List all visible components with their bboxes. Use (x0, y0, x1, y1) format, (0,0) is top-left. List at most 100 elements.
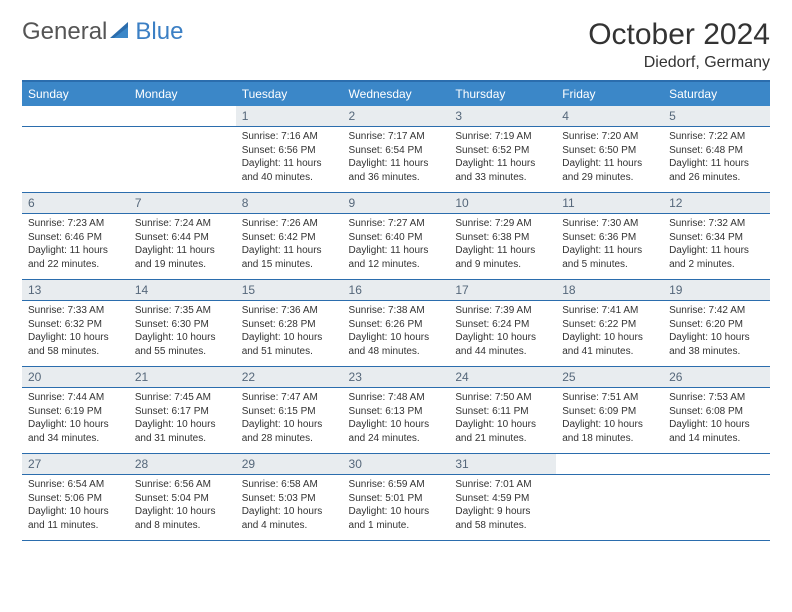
calendar-table: SundayMondayTuesdayWednesdayThursdayFrid… (22, 80, 770, 541)
day-line: Sunset: 6:34 PM (669, 231, 764, 245)
day-line: Daylight: 10 hours (349, 418, 444, 432)
day-content: Sunrise: 7:47 AMSunset: 6:15 PMDaylight:… (236, 388, 343, 453)
day-line: and 12 minutes. (349, 258, 444, 272)
daynum-row: 20212223242526 (22, 367, 770, 388)
day-line: Daylight: 10 hours (669, 418, 764, 432)
day-content: Sunrise: 7:19 AMSunset: 6:52 PMDaylight:… (449, 127, 556, 192)
day-line: Sunrise: 7:36 AM (242, 304, 337, 318)
day-content: Sunrise: 7:36 AMSunset: 6:28 PMDaylight:… (236, 301, 343, 366)
day-line: Daylight: 9 hours (455, 505, 550, 519)
day-number-cell: 13 (22, 280, 129, 301)
day-content: Sunrise: 7:42 AMSunset: 6:20 PMDaylight:… (663, 301, 770, 366)
day-line: and 33 minutes. (455, 171, 550, 185)
day-content: Sunrise: 7:33 AMSunset: 6:32 PMDaylight:… (22, 301, 129, 366)
day-line: Sunrise: 6:59 AM (349, 478, 444, 492)
day-line: and 8 minutes. (135, 519, 230, 533)
day-line: Sunrise: 7:45 AM (135, 391, 230, 405)
day-line: Sunset: 6:32 PM (28, 318, 123, 332)
day-line: Sunset: 6:40 PM (349, 231, 444, 245)
day-line: Sunset: 6:13 PM (349, 405, 444, 419)
day-number-cell: 9 (343, 193, 450, 214)
day-line: Daylight: 11 hours (242, 157, 337, 171)
day-number-cell: 8 (236, 193, 343, 214)
day-line: and 5 minutes. (562, 258, 657, 272)
day-line: Sunrise: 7:51 AM (562, 391, 657, 405)
day-content: Sunrise: 7:01 AMSunset: 4:59 PMDaylight:… (449, 475, 556, 540)
day-line: Daylight: 10 hours (669, 331, 764, 345)
day-content: Sunrise: 7:27 AMSunset: 6:40 PMDaylight:… (343, 214, 450, 279)
day-line: Daylight: 10 hours (455, 331, 550, 345)
day-content: Sunrise: 7:51 AMSunset: 6:09 PMDaylight:… (556, 388, 663, 453)
day-line: and 15 minutes. (242, 258, 337, 272)
day-line: Sunrise: 7:38 AM (349, 304, 444, 318)
day-content-cell: Sunrise: 7:22 AMSunset: 6:48 PMDaylight:… (663, 127, 770, 193)
day-line: Daylight: 11 hours (669, 244, 764, 258)
day-header: Thursday (449, 81, 556, 106)
day-line: Daylight: 10 hours (349, 505, 444, 519)
day-line: Sunset: 6:08 PM (669, 405, 764, 419)
day-line: Sunset: 6:52 PM (455, 144, 550, 158)
day-content-cell: Sunrise: 6:54 AMSunset: 5:06 PMDaylight:… (22, 475, 129, 541)
day-number: 10 (449, 193, 556, 213)
day-number: 13 (22, 280, 129, 300)
day-line: Sunrise: 7:01 AM (455, 478, 550, 492)
day-content-cell: Sunrise: 7:32 AMSunset: 6:34 PMDaylight:… (663, 214, 770, 280)
day-content-cell (663, 475, 770, 541)
day-line: Sunrise: 7:41 AM (562, 304, 657, 318)
title-block: October 2024 Diedorf, Germany (588, 18, 770, 72)
day-line: and 51 minutes. (242, 345, 337, 359)
day-line: and 48 minutes. (349, 345, 444, 359)
day-line: and 24 minutes. (349, 432, 444, 446)
day-line: Sunrise: 7:35 AM (135, 304, 230, 318)
day-line: Daylight: 10 hours (455, 418, 550, 432)
day-line: Daylight: 11 hours (455, 244, 550, 258)
day-line: Sunrise: 7:39 AM (455, 304, 550, 318)
day-line: Sunset: 6:20 PM (669, 318, 764, 332)
day-line: Sunrise: 6:54 AM (28, 478, 123, 492)
day-line: Sunrise: 7:48 AM (349, 391, 444, 405)
day-content-cell: Sunrise: 6:56 AMSunset: 5:04 PMDaylight:… (129, 475, 236, 541)
day-number: 25 (556, 367, 663, 387)
day-line: and 36 minutes. (349, 171, 444, 185)
day-line: Sunset: 6:56 PM (242, 144, 337, 158)
day-content: Sunrise: 7:38 AMSunset: 6:26 PMDaylight:… (343, 301, 450, 366)
day-number: 15 (236, 280, 343, 300)
day-content: Sunrise: 7:26 AMSunset: 6:42 PMDaylight:… (236, 214, 343, 279)
day-number-cell (663, 454, 770, 475)
day-line: and 31 minutes. (135, 432, 230, 446)
day-content: Sunrise: 7:29 AMSunset: 6:38 PMDaylight:… (449, 214, 556, 279)
day-number-cell: 5 (663, 106, 770, 127)
header: General Blue October 2024 Diedorf, Germa… (22, 18, 770, 72)
day-number-cell (129, 106, 236, 127)
day-content-cell: Sunrise: 7:16 AMSunset: 6:56 PMDaylight:… (236, 127, 343, 193)
day-number-cell: 12 (663, 193, 770, 214)
day-line: Daylight: 11 hours (28, 244, 123, 258)
day-number-cell: 28 (129, 454, 236, 475)
day-content-cell: Sunrise: 7:47 AMSunset: 6:15 PMDaylight:… (236, 388, 343, 454)
day-number-cell: 21 (129, 367, 236, 388)
day-line: Sunset: 5:04 PM (135, 492, 230, 506)
day-line: Sunrise: 7:30 AM (562, 217, 657, 231)
day-line: Daylight: 11 hours (242, 244, 337, 258)
day-line: Daylight: 11 hours (562, 244, 657, 258)
day-line: Sunrise: 6:56 AM (135, 478, 230, 492)
day-number: 11 (556, 193, 663, 213)
day-line: Daylight: 10 hours (135, 331, 230, 345)
day-number-cell: 31 (449, 454, 556, 475)
day-line: Sunset: 6:19 PM (28, 405, 123, 419)
day-line: Sunset: 6:24 PM (455, 318, 550, 332)
day-header: Sunday (22, 81, 129, 106)
day-content: Sunrise: 7:41 AMSunset: 6:22 PMDaylight:… (556, 301, 663, 366)
month-title: October 2024 (588, 18, 770, 52)
day-content: Sunrise: 7:35 AMSunset: 6:30 PMDaylight:… (129, 301, 236, 366)
day-number: 12 (663, 193, 770, 213)
brand-sail-icon (110, 20, 132, 45)
day-number: 21 (129, 367, 236, 387)
day-line: Daylight: 10 hours (28, 505, 123, 519)
day-line: Daylight: 10 hours (242, 418, 337, 432)
day-number-cell: 25 (556, 367, 663, 388)
day-number-cell: 27 (22, 454, 129, 475)
day-number: 28 (129, 454, 236, 474)
day-line: Sunrise: 7:29 AM (455, 217, 550, 231)
day-content: Sunrise: 7:16 AMSunset: 6:56 PMDaylight:… (236, 127, 343, 192)
